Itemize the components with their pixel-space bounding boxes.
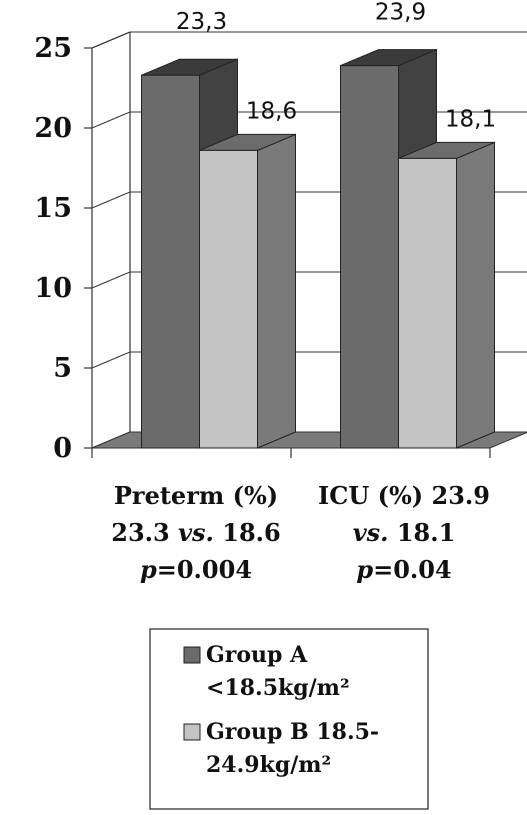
legend-swatch [183, 646, 201, 664]
category-label: Preterm (%) 23.3 vs. 18.6 p=0.004 [111, 481, 280, 584]
y-tick-label: 10 [34, 273, 72, 304]
legend-item: Group A <18.5kg/m² [183, 642, 350, 701]
bar-front [398, 157, 457, 449]
y-tick-label: 25 [34, 33, 72, 64]
legend-label: Group A <18.5kg/m² [206, 642, 350, 701]
category-label: ICU (%) 23.9 vs. 18.1 p=0.04 [318, 481, 490, 584]
y-tick-label: 0 [53, 433, 72, 464]
grid-line-side [91, 111, 131, 129]
labels: 0 5 10 15 20 25 23,3 18,6 23,9 18,1 Preterm (%) 23.… [34, 0, 496, 584]
legend-swatch [183, 723, 201, 741]
bar-front [340, 65, 399, 449]
axis [84, 47, 491, 458]
data-label: 18,1 [445, 106, 496, 132]
bar-front [199, 149, 258, 449]
data-label: 23,3 [176, 9, 227, 35]
bar-side [456, 141, 495, 449]
grid-line-side [91, 191, 131, 209]
grid-line-side [91, 31, 131, 49]
data-label: 23,9 [375, 0, 426, 26]
legend: Group A <18.5kg/m² Group B 18.5-24.9kg/m² [149, 628, 429, 810]
y-tick-label: 5 [53, 353, 72, 384]
y-tick-label: 15 [34, 193, 72, 224]
y-tick-label: 20 [34, 113, 72, 144]
legend-label: Group B 18.5-24.9kg/m² [206, 719, 379, 778]
bars [141, 48, 495, 449]
bar-front [141, 74, 200, 449]
side-wall-edge [91, 32, 131, 449]
data-label: 18,6 [246, 98, 297, 124]
legend-item: Group B 18.5-24.9kg/m² [183, 719, 379, 778]
bar-side [257, 133, 296, 449]
bar [398, 141, 495, 449]
bar [199, 133, 296, 449]
grid-line-side [91, 351, 131, 369]
grid-line-side [91, 271, 131, 289]
